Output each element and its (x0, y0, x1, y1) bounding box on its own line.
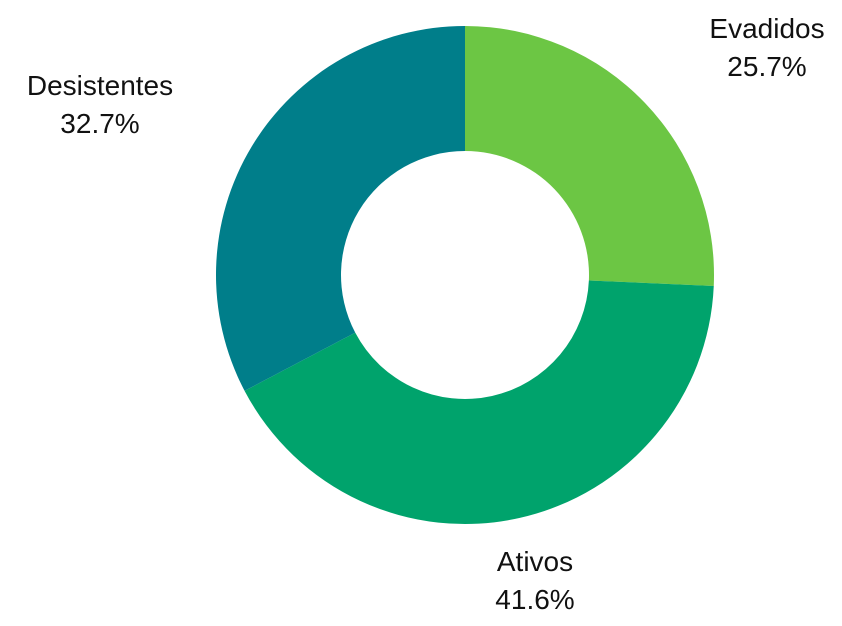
slice-label-desistentes: Desistentes 32.7% (0, 67, 210, 143)
slice-label-ativos-name: Ativos (496, 546, 574, 577)
slices-group (215, 26, 715, 525)
slice-label-evadidos-value: 25.7% (727, 51, 807, 82)
slice-evadidos (465, 26, 715, 286)
slice-ativos (244, 280, 714, 525)
slice-label-desistentes-value: 32.7% (60, 108, 140, 139)
slice-desistentes (215, 26, 465, 391)
slice-label-ativos-value: 41.6% (495, 584, 575, 615)
slice-label-ativos: Ativos 41.6% (425, 543, 645, 619)
slice-label-desistentes-name: Desistentes (26, 70, 174, 101)
slice-label-evadidos: Evadidos 25.7% (657, 10, 842, 86)
slice-label-evadidos-name: Evadidos (709, 13, 825, 44)
